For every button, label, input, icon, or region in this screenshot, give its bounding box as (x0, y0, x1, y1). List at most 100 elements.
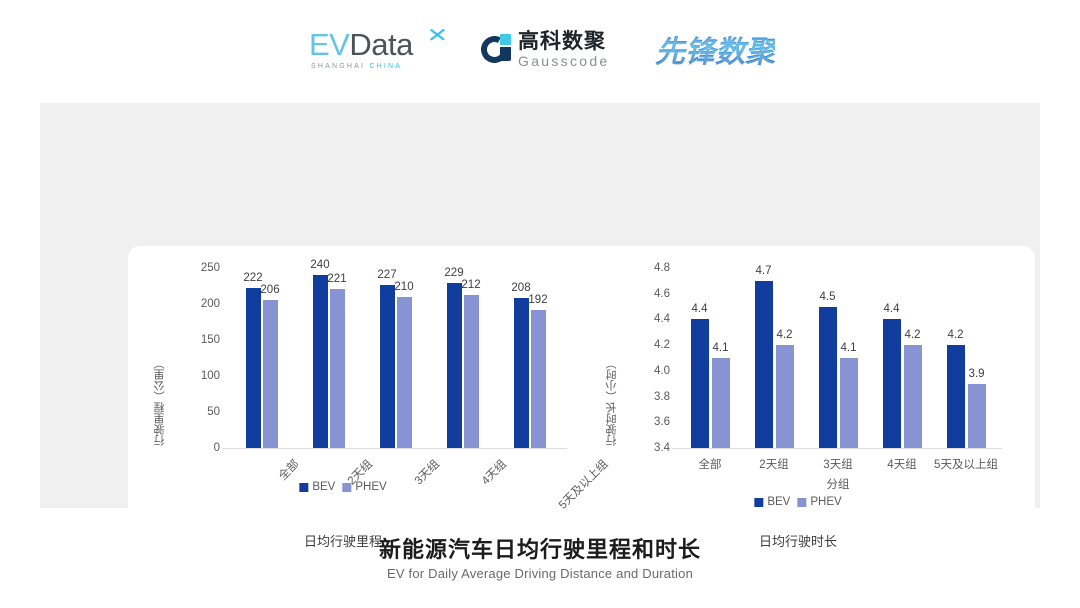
evdata-logo: EVData ✕ SHANGHAI CHINA (305, 23, 455, 75)
legend-swatch-bev (299, 482, 309, 492)
bar-value-label: 4.1 (840, 342, 857, 354)
x-axis-tick-label: 全部 (276, 458, 302, 483)
y-axis-tick-label: 0 (213, 442, 220, 454)
bar-value-label: 4.4 (883, 303, 900, 316)
bar-bev (513, 298, 529, 448)
y-axis-tick-label: 100 (200, 370, 220, 382)
y-axis-tick-label: 3.8 (654, 390, 670, 403)
xianfeng-logo: 先锋数聚 (655, 27, 775, 71)
gausscode-cn-text: 高科数聚 (518, 29, 606, 53)
bar-phev (329, 288, 345, 448)
bar-phev (530, 309, 546, 448)
bar-bev (882, 319, 901, 448)
x-axis-tick-label: 全部 (698, 459, 722, 471)
bar-value-label: 192 (528, 293, 548, 306)
evdata-primary-text: EV (309, 27, 350, 62)
chart-caption: 日均行驶里程 (303, 534, 383, 549)
evdata-secondary-text: Data (349, 27, 413, 62)
legend-label: BEV (312, 481, 336, 493)
bar-bev (754, 280, 773, 448)
y-axis-title: 行驶时长（小时） (606, 358, 618, 446)
bar-phev (775, 345, 794, 448)
y-axis-tick-label: 50 (207, 406, 220, 418)
chart-daily-duration: 行驶时长（小时） 3.4 3.6 3.8 4.0 4.2 4.4 4.6 4.8 4.4 4.1 全部… (598, 246, 1035, 569)
y-axis-tick-label: 150 (200, 334, 220, 346)
page-subtitle: EV for Daily Average Driving Distance an… (386, 566, 694, 581)
gausscode-logo: 高科数聚 Gausscode (477, 25, 629, 73)
chart-daily-distance: 行驶里程（公里） 0 50 100 150 200 250 222 206 全部 240 221 2天组… (128, 246, 610, 569)
x-axis-title: 分组 (826, 479, 850, 491)
x-axis-tick-label: 5天及以上组 (934, 459, 998, 471)
bar-value-label: 4.2 (776, 329, 793, 342)
bar-value-label: 240 (310, 259, 330, 272)
chart-legend: BEV PHEV (754, 496, 842, 508)
legend-swatch-bev (754, 497, 764, 507)
bar-value-label: 4.2 (904, 329, 921, 342)
chart-caption: 日均行驶时长 (758, 534, 838, 549)
evdata-tagline-country: CHINA (369, 63, 403, 70)
bar-phev (463, 295, 479, 448)
bar-bev (312, 275, 328, 448)
bar-bev (245, 288, 261, 448)
bar-bev (818, 306, 837, 448)
bar-value-label: 206 (260, 283, 280, 296)
bar-value-label: 4.5 (819, 290, 836, 303)
y-axis-tick-label: 3.4 (654, 442, 670, 454)
x-mark-icon: ✕ (426, 25, 449, 47)
bar-value-label: 212 (461, 279, 481, 292)
bar-phev (967, 383, 986, 448)
charts-card: 行驶里程（公里） 0 50 100 150 200 250 222 206 全部 240 221 2天组… (128, 246, 1035, 569)
bar-value-label: 227 (377, 268, 397, 281)
bar-value-label: 4.7 (755, 264, 772, 277)
y-axis-tick-label: 4.2 (654, 339, 670, 352)
bar-value-label: 210 (394, 280, 414, 293)
evdata-wordmark: EVData (309, 29, 413, 60)
bar-bev (379, 284, 395, 448)
x-axis-baseline (672, 448, 1002, 449)
bar-phev (711, 358, 730, 448)
bar-phev (396, 296, 412, 448)
bar-value-label: 221 (327, 272, 347, 285)
bar-bev (690, 319, 709, 448)
legend-swatch-phev (342, 482, 352, 492)
legend-label: BEV (767, 496, 791, 508)
content-panel: 行驶里程（公里） 0 50 100 150 200 250 222 206 全部 240 221 2天组… (40, 103, 1040, 569)
x-axis-tick-label: 3天组 (412, 458, 442, 488)
evdata-tagline: SHANGHAI CHINA (311, 63, 402, 70)
legend-swatch-phev (797, 497, 807, 507)
y-axis-title: 行驶里程（公里） (154, 358, 166, 446)
gausscode-en-text: Gausscode (518, 52, 610, 69)
y-axis-tick-label: 4.4 (654, 313, 670, 326)
y-axis-tick-label: 4.0 (654, 364, 670, 377)
y-axis-tick-label: 4.8 (654, 262, 670, 274)
y-axis-tick-label: 4.6 (654, 287, 670, 300)
bar-phev (903, 345, 922, 448)
legend-item-bev[interactable]: BEV (299, 481, 335, 493)
bar-value-label: 3.9 (968, 367, 985, 380)
y-axis-tick-label: 200 (200, 298, 220, 310)
bar-value-label: 4.1 (712, 342, 729, 354)
bar-value-label: 222 (243, 272, 263, 285)
x-axis-tick-label: 4天组 (887, 459, 917, 471)
bar-value-label: 208 (511, 282, 531, 295)
logo-bar: EVData ✕ SHANGHAI CHINA 高科数聚 Gausscode 先… (0, 18, 1080, 80)
x-axis-tick-label: 2天组 (759, 459, 789, 471)
bar-value-label: 229 (444, 267, 464, 280)
bar-phev (839, 358, 858, 448)
evdata-tagline-city: SHANGHAI (311, 63, 366, 70)
bar-phev (262, 299, 278, 448)
legend-item-phev[interactable]: PHEV (342, 481, 387, 493)
bar-bev (446, 283, 462, 448)
gausscode-wordmark: 高科数聚 Gausscode (518, 31, 610, 68)
x-axis-baseline (222, 448, 567, 449)
bar-value-label: 4.2 (947, 329, 964, 342)
legend-item-phev[interactable]: PHEV (797, 496, 842, 508)
y-axis-tick-label: 3.6 (654, 416, 670, 429)
page-title: 新能源汽车日均行驶里程和时长 (378, 537, 701, 562)
legend-item-bev[interactable]: BEV (754, 496, 790, 508)
x-axis-tick-label: 4天组 (479, 458, 509, 488)
chart-legend: BEV PHEV (299, 481, 387, 493)
legend-label: PHEV (355, 481, 387, 493)
bar-bev (946, 345, 965, 448)
